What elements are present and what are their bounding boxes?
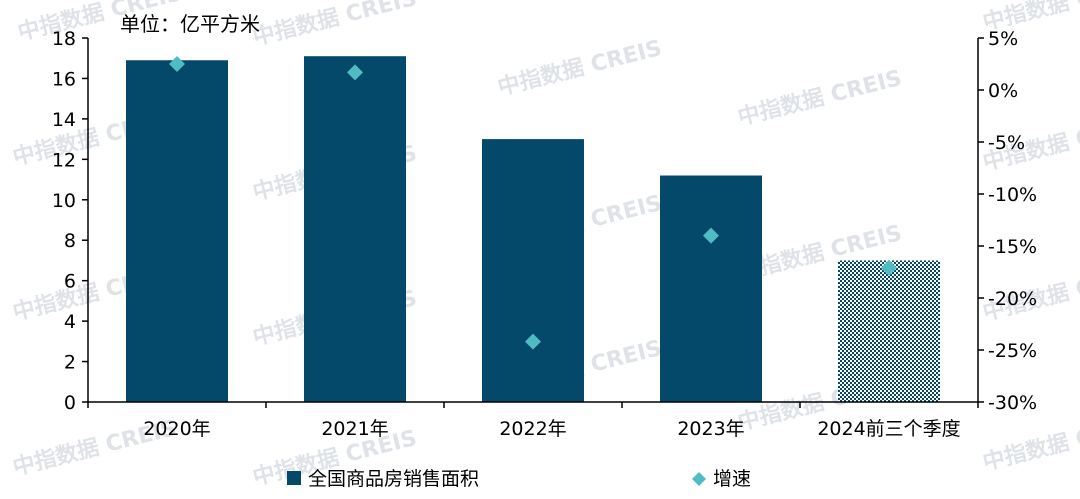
bar-4	[838, 260, 940, 402]
watermark-text: 中指数据 CREIS	[250, 0, 419, 51]
y-left-tick-label: 18	[52, 28, 76, 50]
legend-diamond-icon	[692, 472, 706, 486]
y-left-tick-label: 6	[64, 271, 76, 293]
bar-0	[126, 60, 228, 402]
x-category-label: 2022年	[499, 418, 566, 440]
bar-2	[482, 139, 584, 402]
y-left-tick-label: 14	[52, 109, 76, 131]
y-right-tick-label: 0%	[988, 80, 1018, 102]
x-category-label: 2020年	[143, 418, 210, 440]
growth-marker-2	[525, 333, 541, 350]
y-right-tick-label: -20%	[988, 288, 1037, 310]
bar-series	[126, 56, 940, 402]
growth-marker-series	[169, 56, 897, 350]
growth-marker-0	[169, 56, 185, 72]
axes: 0 2 4 6 8 10 12 14 16 18 -30% -25% -20% -15% -10% -5% 0%…	[52, 28, 1037, 440]
y-right-tick-label: -5%	[988, 132, 1025, 154]
growth-marker-4	[881, 259, 897, 276]
y-left-tick-label: 4	[64, 311, 76, 333]
y-right-tick-label: 5%	[988, 28, 1018, 50]
watermark-text: 中指数据 CREIS	[980, 410, 1080, 476]
x-category-label: 2021年	[321, 418, 388, 440]
legend-square-icon	[287, 471, 301, 485]
x-category-label: 2024前三个季度	[817, 418, 960, 440]
y-left-tick-label: 2	[64, 352, 76, 374]
growth-marker-1	[347, 64, 363, 81]
watermark-text: 中指数据 CREIS	[495, 35, 664, 101]
legend: 全国商品房销售面积 增速	[287, 468, 751, 490]
bar-3	[660, 175, 762, 402]
legend-label-growth: 增速	[713, 468, 751, 490]
growth-marker-3	[703, 227, 719, 244]
y-left-tick-label: 0	[64, 392, 76, 414]
y-right-tick-label: -15%	[988, 236, 1037, 258]
bar-1	[304, 56, 406, 402]
y-left-tick-label: 10	[52, 190, 76, 212]
watermark-text: 中指数据 CREIS	[735, 65, 904, 131]
legend-label-sales-area: 全国商品房销售面积	[308, 468, 479, 490]
unit-label: 单位：亿平方米	[120, 12, 260, 36]
y-right-tick-label: -10%	[988, 184, 1037, 206]
y-left-tick-label: 8	[64, 230, 76, 252]
x-category-label: 2023年	[677, 418, 744, 440]
y-right-tick-label: -30%	[988, 392, 1037, 414]
y-left-tick-label: 12	[52, 149, 76, 171]
y-left-tick-label: 16	[52, 68, 76, 90]
y-right-tick-label: -25%	[988, 340, 1037, 362]
